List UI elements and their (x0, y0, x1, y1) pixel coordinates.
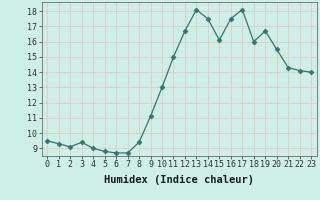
X-axis label: Humidex (Indice chaleur): Humidex (Indice chaleur) (104, 175, 254, 185)
